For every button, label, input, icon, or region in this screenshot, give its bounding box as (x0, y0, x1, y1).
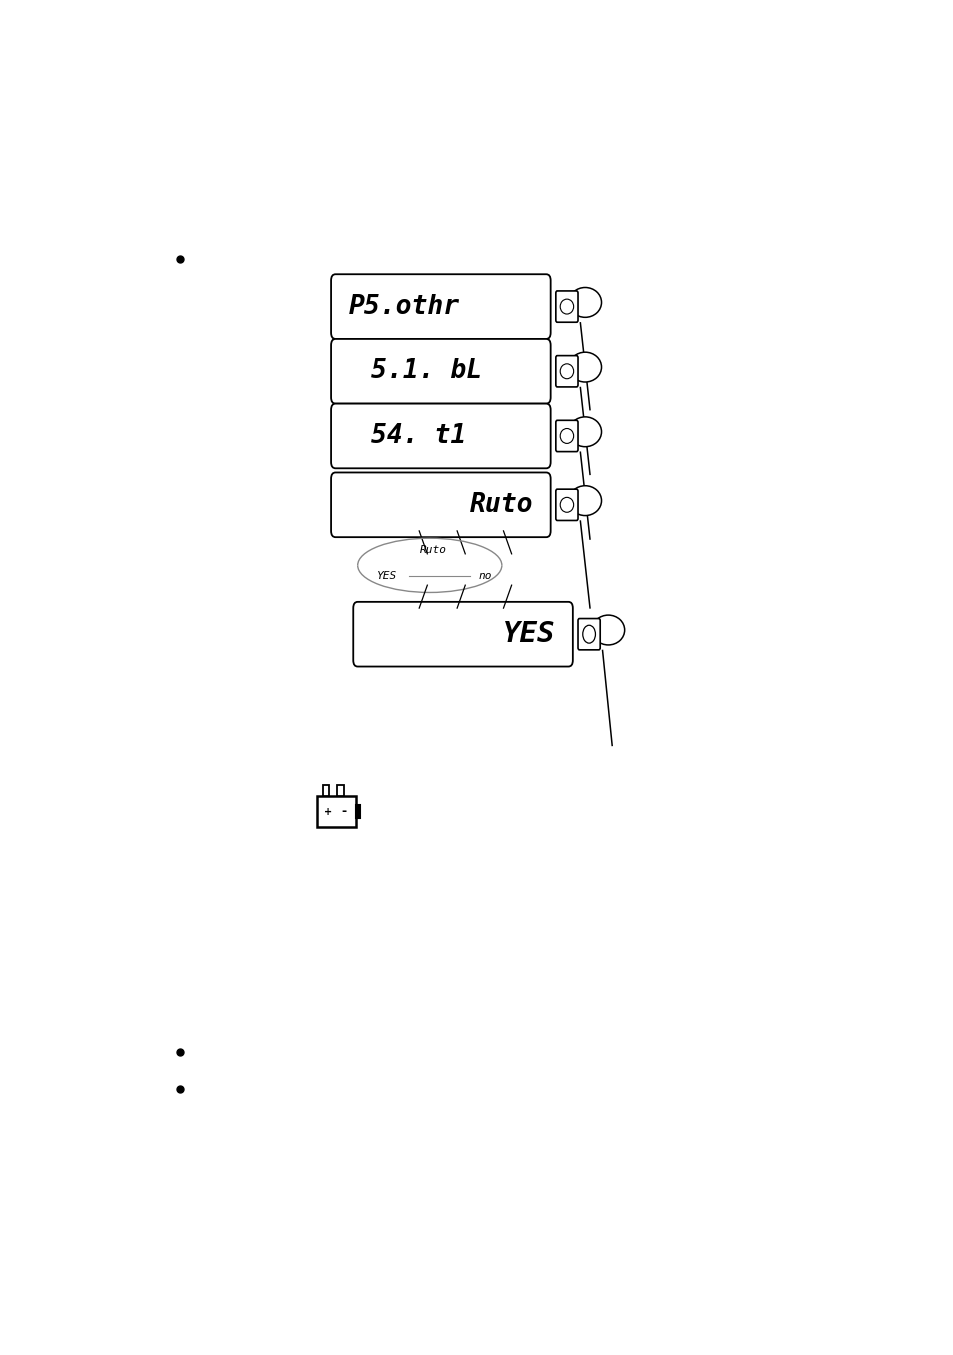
Ellipse shape (592, 615, 624, 645)
FancyBboxPatch shape (331, 473, 550, 537)
FancyBboxPatch shape (556, 355, 578, 388)
Ellipse shape (559, 497, 573, 512)
Circle shape (582, 625, 595, 644)
Ellipse shape (568, 287, 601, 317)
Text: +T+: +T+ (560, 304, 573, 309)
FancyBboxPatch shape (331, 339, 550, 404)
Text: 5.1. bL: 5.1. bL (371, 358, 481, 385)
Ellipse shape (559, 299, 573, 314)
Text: 54. t1: 54. t1 (371, 423, 466, 449)
Bar (317, 795, 355, 827)
Text: P5.othr: P5.othr (349, 294, 459, 320)
FancyBboxPatch shape (331, 274, 550, 339)
Ellipse shape (568, 485, 601, 515)
FancyBboxPatch shape (556, 420, 578, 451)
Text: Ruto: Ruto (469, 492, 533, 518)
Text: +T+: +T+ (560, 434, 573, 439)
Text: no: no (478, 570, 492, 581)
Text: -: - (340, 805, 346, 818)
Text: +0+: +0+ (559, 369, 573, 374)
Text: +0+: +0+ (559, 503, 573, 507)
Bar (322, 785, 329, 795)
Ellipse shape (568, 417, 601, 447)
FancyBboxPatch shape (556, 489, 578, 520)
Bar (337, 785, 343, 795)
Bar (355, 805, 359, 818)
Ellipse shape (568, 352, 601, 382)
Ellipse shape (559, 428, 573, 443)
FancyBboxPatch shape (353, 602, 572, 667)
Ellipse shape (559, 363, 573, 379)
Text: +: + (324, 806, 332, 817)
FancyBboxPatch shape (556, 291, 578, 322)
FancyBboxPatch shape (331, 404, 550, 469)
Text: YES: YES (502, 621, 555, 648)
FancyBboxPatch shape (578, 618, 599, 650)
Text: Ruto: Ruto (419, 545, 447, 554)
Text: YES: YES (376, 570, 396, 581)
